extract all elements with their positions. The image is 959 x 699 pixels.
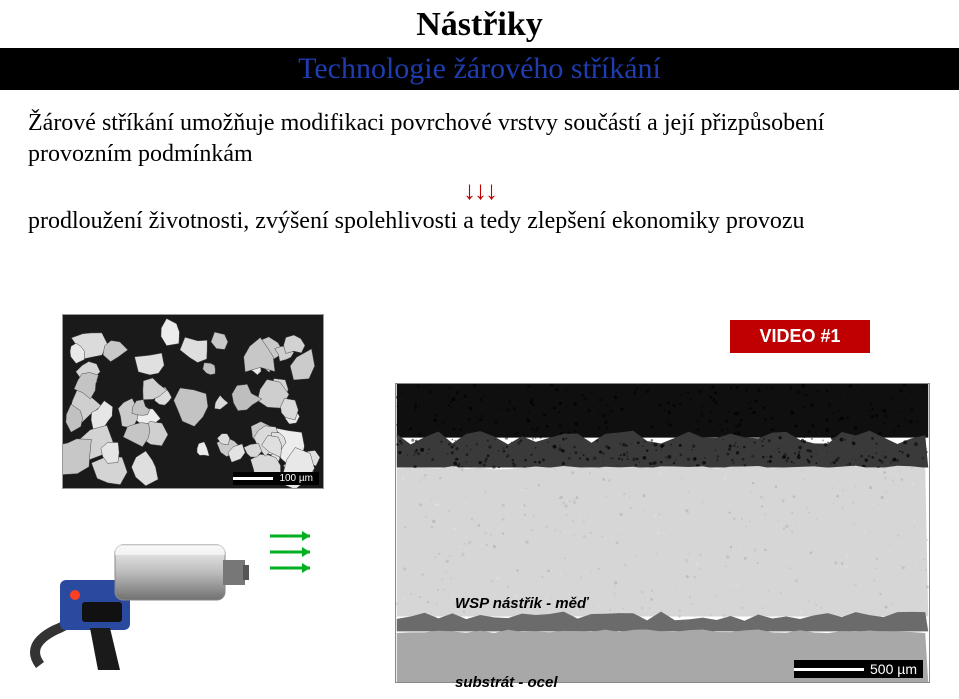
subtitle-bar: Technologie žárového stříkání: [0, 48, 959, 90]
spray-gun-svg: [20, 510, 250, 680]
cross-section-scalebar-line: [794, 668, 864, 671]
spray-direction-arrows: [270, 530, 322, 588]
title-text: Nástřiky: [416, 6, 543, 43]
cross-section-scalebar-label: 500 µm: [870, 661, 917, 677]
powder-scalebar: 100 µm: [233, 472, 319, 485]
caption-coating: WSP nástřik - měď: [455, 595, 588, 612]
down-arrows: ↓↓↓: [28, 176, 931, 206]
cross-section-image: 500 µm: [395, 383, 930, 683]
video-button-label: VIDEO #1: [759, 326, 840, 346]
body-area: Žárové stříkání umožňuje modifikaci povr…: [0, 90, 959, 235]
green-arrows-svg: [270, 530, 322, 588]
cross-section-scalebar: 500 µm: [794, 660, 923, 678]
powder-scalebar-label: 100 µm: [279, 473, 313, 484]
powder-particles-svg: [63, 315, 323, 488]
subtitle-text: Technologie žárového stříkání: [0, 52, 959, 86]
spray-gun-image: [20, 510, 250, 680]
paragraph-2: prodloužení životnosti, zvýšení spolehli…: [28, 208, 931, 235]
video-button[interactable]: VIDEO #1: [730, 320, 870, 353]
cross-section-svg: [396, 384, 929, 682]
powder-sem-image: 100 µm: [62, 314, 324, 489]
powder-scalebar-line: [233, 477, 273, 480]
caption-substrate: substrát - ocel: [455, 674, 558, 691]
page-title: Nástřiky: [0, 0, 959, 44]
paragraph-1: Žárové stříkání umožňuje modifikaci povr…: [28, 108, 931, 170]
